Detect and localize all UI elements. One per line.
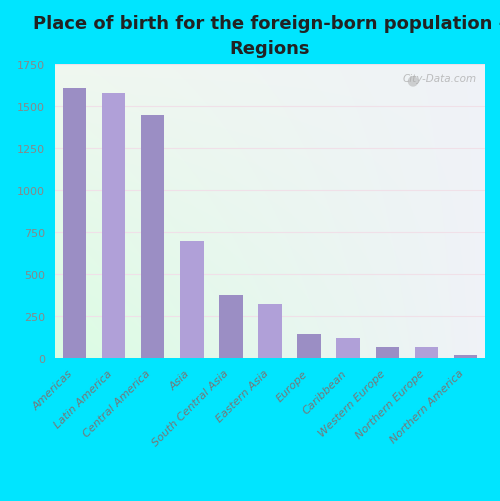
Bar [376,347,399,358]
Text: ●: ● [406,73,418,87]
Title: Place of birth for the foreign-born population -
Regions: Place of birth for the foreign-born popu… [34,15,500,58]
Bar [141,115,165,358]
Bar [454,355,477,358]
Bar [63,89,86,358]
Bar [102,94,126,358]
Bar [258,305,281,358]
Text: City-Data.com: City-Data.com [402,74,476,84]
Bar [180,242,204,358]
Bar [298,335,321,358]
Bar [414,347,438,358]
Bar [336,338,360,358]
Bar [219,296,242,358]
